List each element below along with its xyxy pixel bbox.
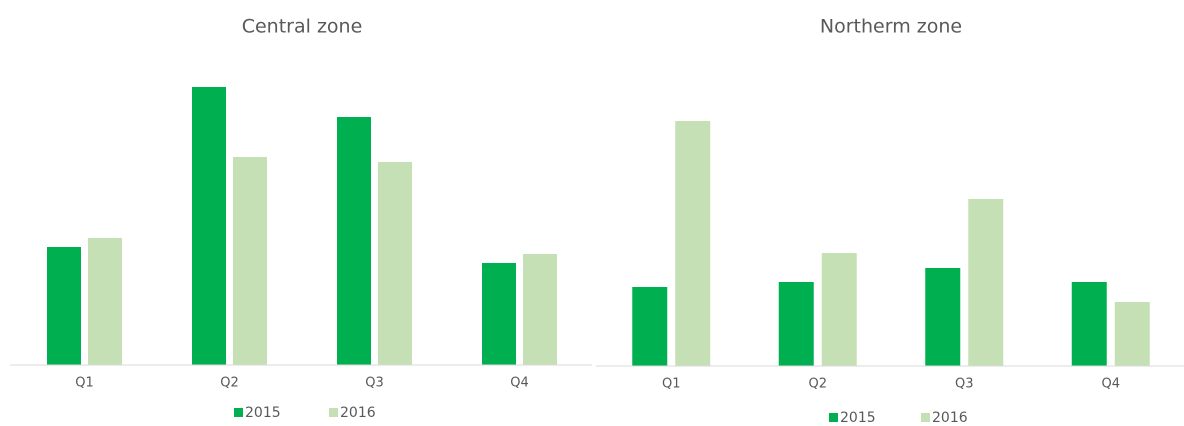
x-tick-label: Q2 (220, 376, 239, 391)
x-tick-label: Q4 (510, 376, 529, 391)
x-tick-label: Q2 (808, 377, 827, 392)
x-tick-label: Q1 (75, 376, 94, 391)
bar (925, 268, 961, 366)
bar (47, 247, 81, 365)
bar (337, 117, 371, 365)
legend-label: 2016 (340, 405, 376, 421)
bar (233, 157, 267, 365)
x-tick-label: Q3 (365, 376, 384, 391)
bar (632, 287, 668, 366)
legend-swatch (829, 413, 838, 422)
bar (1114, 302, 1150, 366)
bar (778, 282, 814, 366)
bar (675, 121, 711, 366)
chart-title: Central zone (242, 16, 363, 38)
bar (968, 199, 1004, 366)
legend-label: 2015 (840, 410, 876, 426)
x-tick-label: Q4 (1101, 377, 1120, 392)
bar (523, 254, 557, 365)
legend-swatch (329, 408, 338, 417)
x-tick-label: Q3 (955, 377, 974, 392)
legend-label: 2015 (245, 405, 281, 421)
legend-swatch (234, 408, 243, 417)
bar (482, 263, 516, 365)
legend-swatch (921, 413, 930, 422)
bar (1071, 282, 1107, 366)
bar (88, 238, 122, 365)
chart-title: Northerm zone (820, 16, 962, 38)
bar (378, 162, 412, 365)
bar (192, 87, 226, 365)
x-tick-label: Q1 (662, 377, 681, 392)
legend-label: 2016 (932, 410, 968, 426)
bar (821, 253, 857, 366)
